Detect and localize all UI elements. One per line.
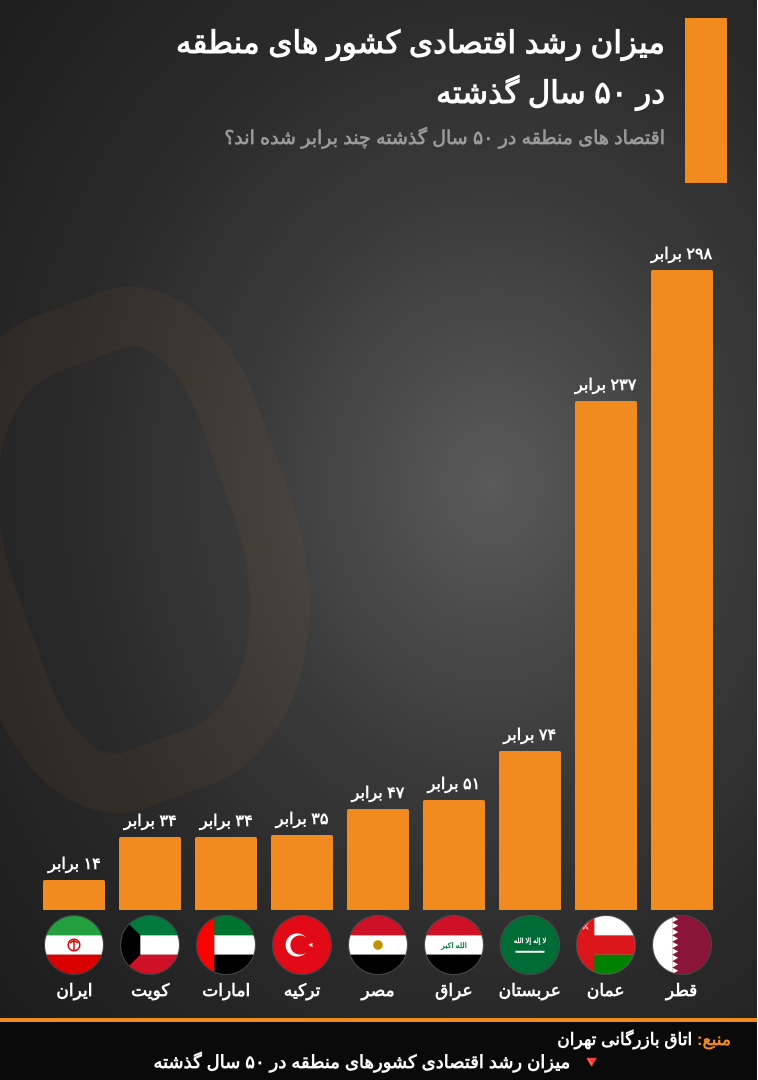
flag-column: قطر — [647, 915, 718, 1001]
flags-row: قطر ⚔ عمان لا إله إلا الله عربستان الله اكبر ع… — [40, 915, 718, 1001]
flag-icon — [121, 915, 181, 975]
title-area: میزان رشد اقتصادی کشور های منطقه در ۵۰ س… — [30, 18, 666, 150]
country-name: قطر — [667, 981, 698, 1001]
country-name: عمان — [588, 981, 626, 1001]
bar-value-label: ۳۴ برابر — [125, 811, 178, 831]
flag-column: مصر — [344, 915, 415, 1001]
bar-value-label: ۳۴ برابر — [201, 811, 254, 831]
bar-value-label: ۴۷ برابر — [353, 783, 406, 803]
bar-column: ۳۴ برابر — [192, 230, 263, 910]
flag-icon — [197, 915, 257, 975]
bar-column: ۳۵ برابر — [268, 230, 339, 910]
bar-column: ۳۴ برابر — [116, 230, 187, 910]
bar — [120, 837, 182, 910]
caption-line: 🔻 میزان رشد اقتصادی کشورهای منطقه در ۵۰ … — [26, 1052, 732, 1073]
country-name: عراق — [436, 981, 473, 1001]
flag-icon — [45, 915, 105, 975]
bar-value-label: ۱۴ برابر — [49, 854, 102, 874]
country-name: ایران — [57, 981, 93, 1001]
flag-column: ایران — [40, 915, 111, 1001]
bar — [272, 835, 334, 910]
bar-value-label: ۷۴ برابر — [504, 725, 557, 745]
bar — [44, 880, 106, 910]
flag-icon — [349, 915, 409, 975]
bar-column: ۲۹۸ برابر — [647, 230, 718, 910]
triangle-icon: 🔻 — [582, 1053, 603, 1073]
flag-column: امارات — [192, 915, 263, 1001]
header: میزان رشد اقتصادی کشور های منطقه در ۵۰ س… — [30, 18, 728, 183]
bar — [652, 270, 714, 910]
flag-icon: الله اكبر — [425, 915, 485, 975]
bar-column: ۵۱ برابر — [419, 230, 490, 910]
bar-column: ۴۷ برابر — [344, 230, 415, 910]
bar — [500, 751, 562, 910]
country-name: ترکیه — [285, 981, 321, 1001]
country-name: مصر — [362, 981, 395, 1001]
country-name: امارات — [203, 981, 251, 1001]
flag-column: ⚔ عمان — [571, 915, 642, 1001]
flag-column: ترکیه — [268, 915, 339, 1001]
source-line: منبع: اتاق بازرگانی تهران — [26, 1030, 732, 1050]
bar-value-label: ۳۵ برابر — [277, 809, 330, 829]
flag-column: الله اكبر عراق — [419, 915, 490, 1001]
bar — [424, 800, 486, 910]
bar-value-label: ۵۱ برابر — [429, 774, 482, 794]
flag-icon — [273, 915, 333, 975]
country-name: کویت — [132, 981, 170, 1001]
svg-text:⚔: ⚔ — [582, 922, 591, 933]
flag-icon: لا إله إلا الله — [501, 915, 561, 975]
bar-column: ۲۳۷ برابر — [571, 230, 642, 910]
subtitle: اقتصاد های منطقه در ۵۰ سال گذشته چند برا… — [30, 127, 666, 150]
title-line-1: میزان رشد اقتصادی کشور های منطقه — [30, 18, 666, 68]
caption-text: میزان رشد اقتصادی کشورهای منطقه در ۵۰ سا… — [154, 1052, 571, 1072]
country-name: عربستان — [500, 981, 562, 1001]
source-value: اتاق بازرگانی تهران — [558, 1030, 693, 1049]
source-label: منبع: — [698, 1030, 732, 1049]
flag-column: کویت — [116, 915, 187, 1001]
flag-icon: ⚔ — [577, 915, 637, 975]
flag-column: لا إله إلا الله عربستان — [495, 915, 566, 1001]
bar-column: ۱۴ برابر — [40, 230, 111, 910]
footer: منبع: اتاق بازرگانی تهران 🔻 میزان رشد اق… — [0, 1018, 758, 1080]
bar — [196, 837, 258, 910]
bar-value-label: ۲۹۸ برابر — [652, 244, 713, 264]
title-line-2: در ۵۰ سال گذشته — [30, 68, 666, 118]
header-accent-block — [686, 18, 728, 183]
bar — [576, 401, 638, 910]
bar-column: ۷۴ برابر — [495, 230, 566, 910]
bar — [348, 809, 410, 910]
svg-text:الله اكبر: الله اكبر — [441, 941, 468, 951]
bar-value-label: ۲۳۷ برابر — [576, 375, 637, 395]
flag-icon — [653, 915, 713, 975]
bar-chart: ۲۹۸ برابر ۲۳۷ برابر ۷۴ برابر ۵۱ برابر ۴۷ برا… — [40, 230, 718, 910]
svg-text:لا إله إلا الله: لا إله إلا الله — [515, 937, 548, 945]
